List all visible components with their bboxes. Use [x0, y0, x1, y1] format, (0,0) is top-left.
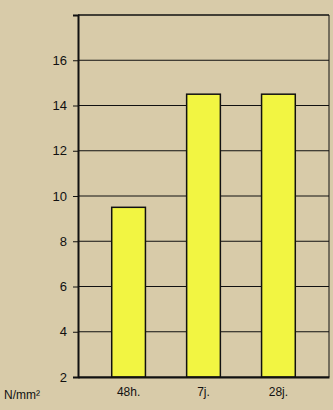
axis-line: [79, 377, 330, 379]
tick: 8: [60, 234, 78, 249]
tick-label: 8: [60, 234, 67, 249]
tick-label: 7j.: [197, 385, 210, 399]
tick-label: 4: [60, 324, 67, 339]
tick-mark: [73, 106, 78, 107]
x-axis: 48h. 7j. 28j.: [79, 377, 330, 399]
tick-label: 10: [53, 189, 67, 204]
plot: 2 4 6 8 10 12 14 16 48h. 7j. 28j.: [53, 15, 330, 399]
tick-mark: [73, 196, 78, 197]
tick-mark: [73, 241, 78, 242]
tick-mark: [73, 151, 78, 152]
tick-mark: [73, 60, 78, 61]
tick-label: 6: [60, 279, 67, 294]
tick-label: 2: [60, 370, 67, 385]
tick: 16: [53, 53, 78, 68]
grid: [78, 60, 329, 377]
grid-line: [78, 60, 329, 61]
grid-line: [78, 377, 329, 378]
tick-label: 28j.: [269, 385, 288, 399]
y-axis: 2 4 6 8 10 12 14 16: [53, 16, 79, 385]
tick: 14: [53, 98, 78, 113]
tick-label: 48h.: [117, 385, 140, 399]
tick-label: 12: [53, 143, 67, 158]
tick-mark: [73, 287, 78, 288]
bar: [112, 207, 146, 377]
frame-top: [78, 14, 329, 16]
frame-right: [329, 15, 330, 377]
tick: 28j.: [269, 377, 288, 399]
background: [0, 0, 333, 410]
bars: [112, 94, 296, 377]
axis-title: N/mm²: [4, 388, 40, 402]
tick-label: 16: [53, 53, 67, 68]
tick-label: 14: [53, 98, 67, 113]
bar: [187, 94, 221, 377]
tick: 10: [53, 189, 78, 204]
tick: 12: [53, 143, 78, 158]
tick: 48h.: [117, 377, 140, 399]
tick: 2: [60, 370, 78, 385]
tick: 4: [60, 324, 78, 339]
chart: 2 4 6 8 10 12 14 16 48h. 7j. 28j. N/mm²: [0, 0, 333, 410]
bar: [262, 94, 296, 377]
tick-mark: [73, 377, 78, 378]
tick: 7j.: [197, 377, 210, 399]
axis-line: [73, 16, 79, 378]
tick-mark: [73, 332, 78, 333]
tick: 6: [60, 279, 78, 294]
